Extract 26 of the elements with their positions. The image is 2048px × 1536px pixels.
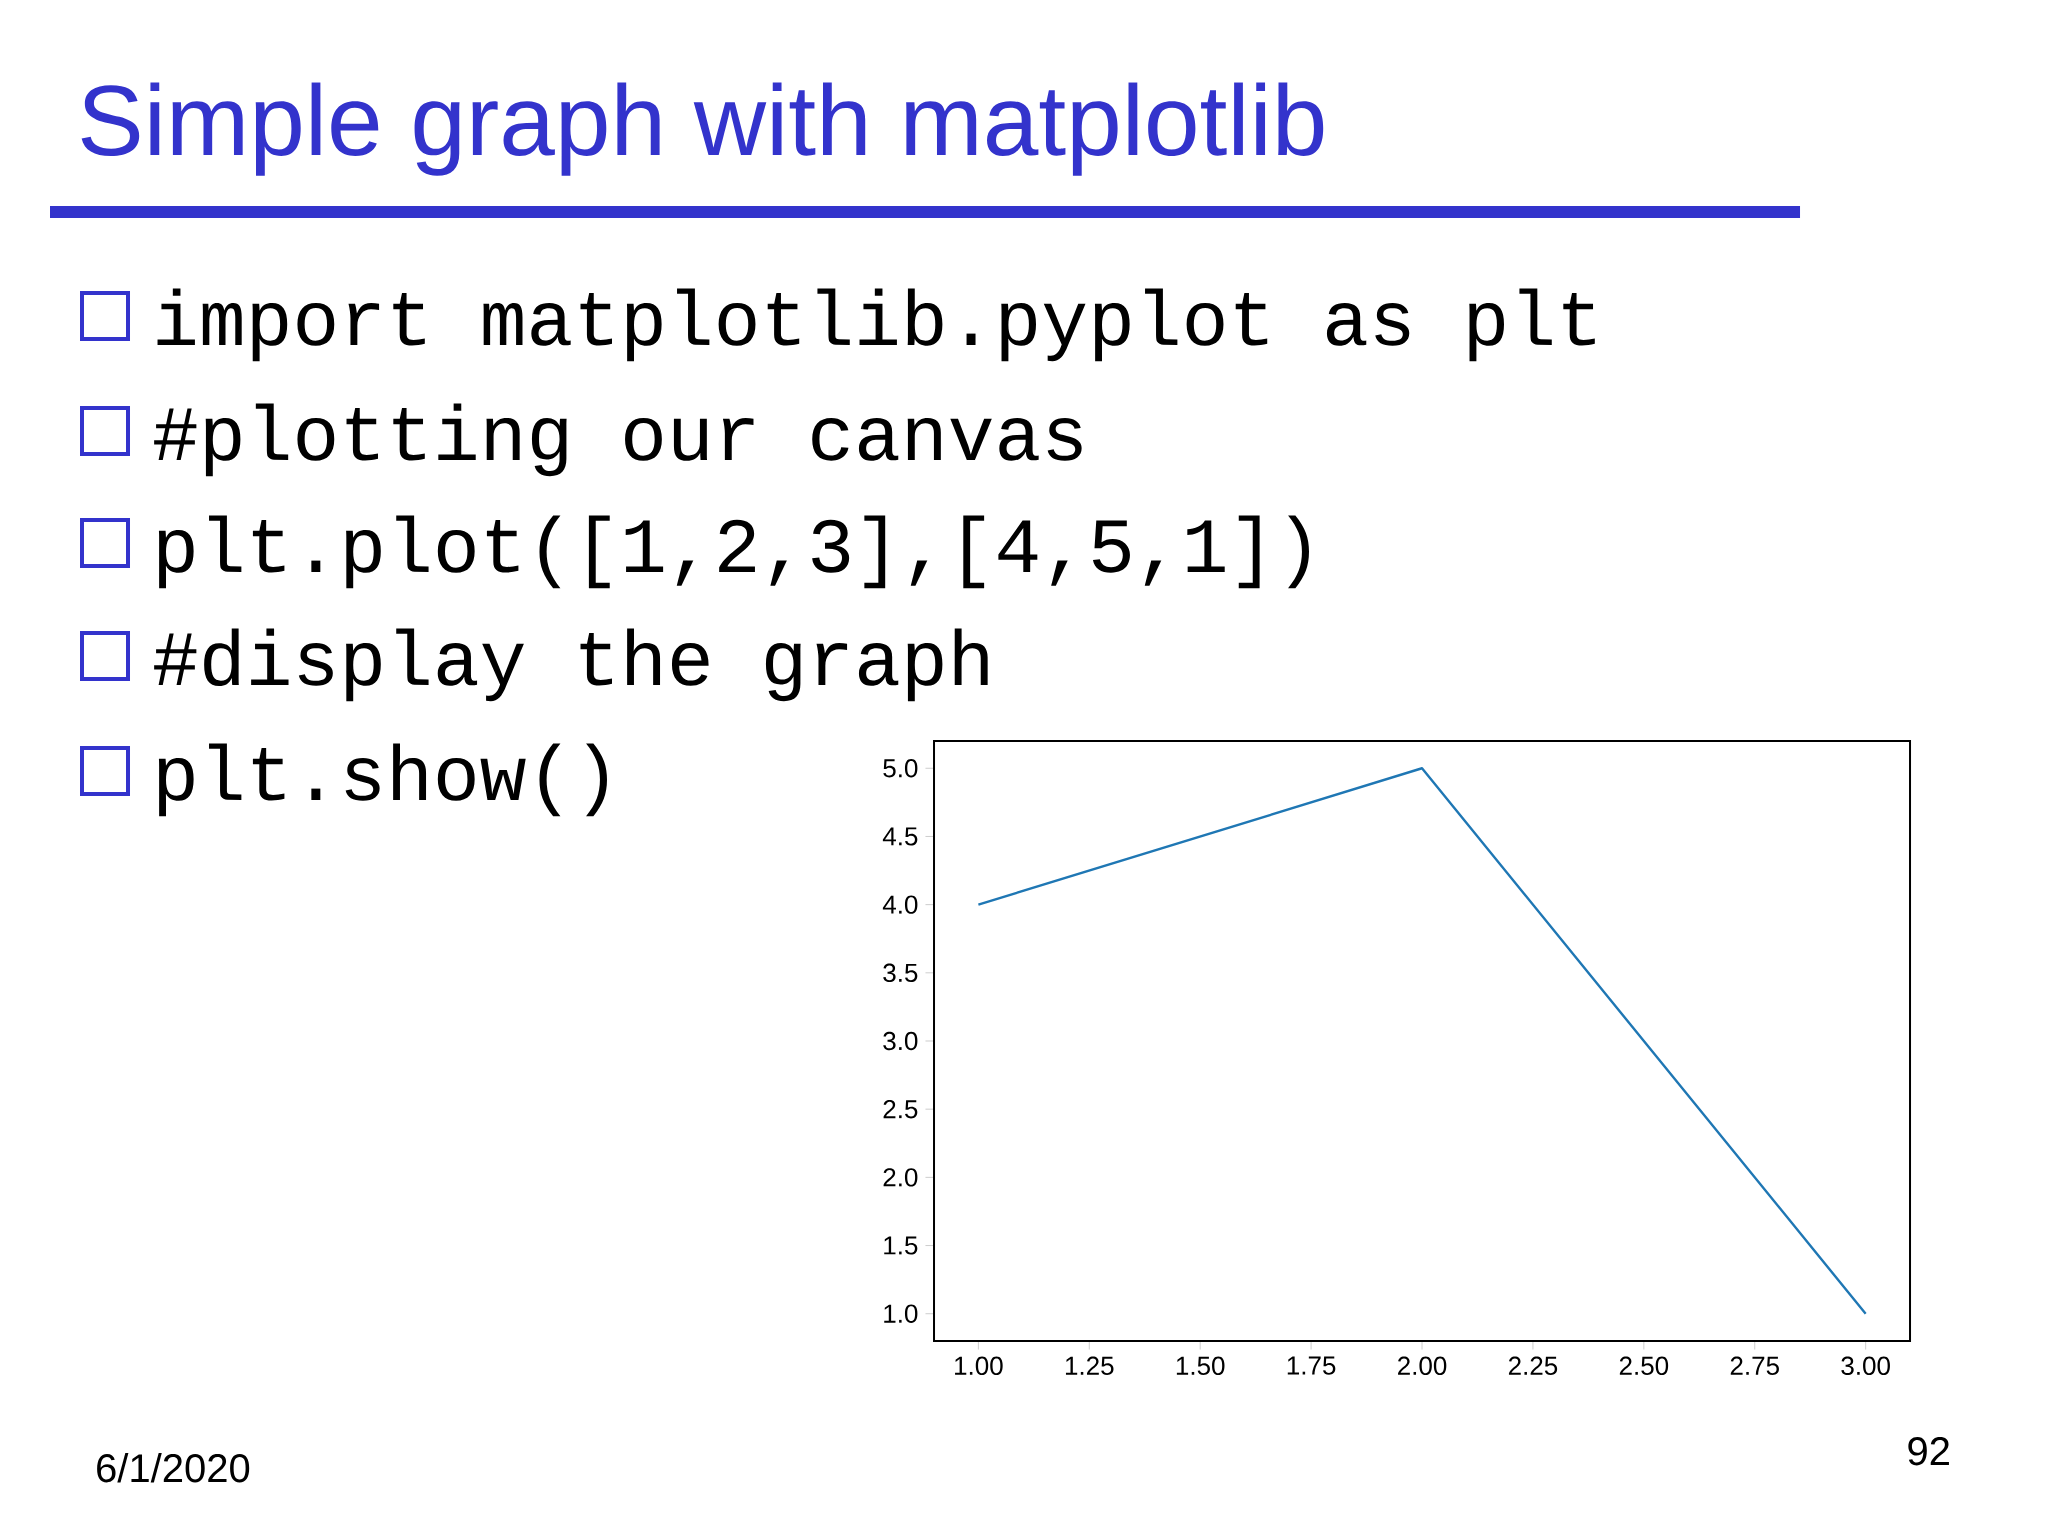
y-tick-label: 1.5 (884, 1236, 918, 1255)
y-tick-label: 2.5 (883, 1099, 918, 1119)
x-tick-label: 1.50 (1176, 1356, 1225, 1375)
x-tick-label: 2.75 (1730, 1356, 1779, 1375)
y-tick-label: 3.5 (883, 963, 918, 983)
text: plt.show() (158, 743, 607, 817)
x-tick-label: 1.00 (955, 1356, 1003, 1375)
x-tick-label: 1.25 (1065, 1356, 1114, 1375)
y-tick-label: 4.0 (882, 895, 918, 914)
text: plt.plot([1,2,3],[4,5,1]) (158, 515, 1309, 589)
chart-title: Simple graph with matplotlib (81, 82, 1324, 176)
x-tick-label: 1.75 (1287, 1356, 1336, 1375)
y-tick-label: 1.0 (884, 1304, 918, 1323)
y-tick-label: 3.0 (883, 1031, 918, 1051)
text: #plotting our canvas (154, 403, 1082, 477)
x-tick-label: 3.00 (1841, 1356, 1890, 1375)
y-tick-label: 5.0 (883, 759, 918, 778)
x-tick-label: 2.50 (1619, 1356, 1669, 1375)
text: import matplotlib.pyplot as plt (157, 288, 1595, 362)
x-tick-label: 2.25 (1508, 1356, 1558, 1375)
text: 92 (1908, 1437, 1949, 1466)
y-tick-label: 2.0 (883, 1168, 918, 1187)
text: 6/1/2020 (97, 1453, 250, 1483)
y-tick-label: 4.5 (882, 827, 918, 846)
text: #display the graph (154, 628, 988, 702)
x-tick-label: 2.00 (1398, 1356, 1447, 1375)
